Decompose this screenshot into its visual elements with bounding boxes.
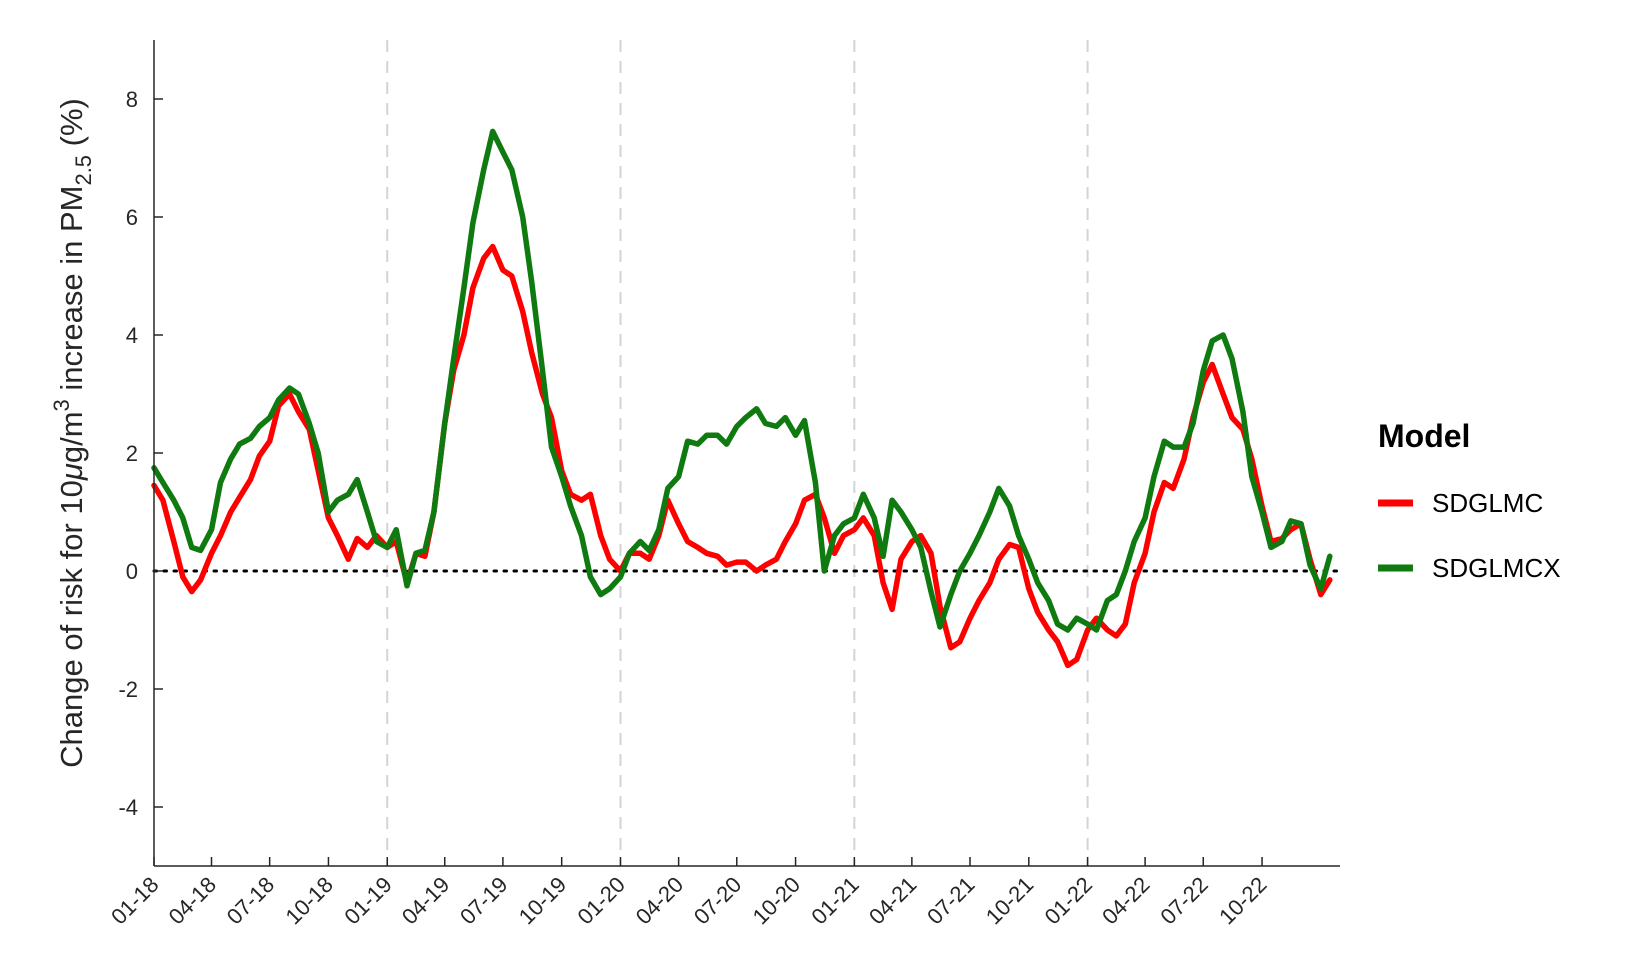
series-line-sdglmc [151, 243, 1333, 669]
y-tick-label: 6 [126, 205, 138, 230]
x-tick-label: 07-20 [689, 872, 746, 929]
x-tick-label: 01-20 [573, 872, 630, 929]
y-tick-label: 8 [126, 87, 138, 112]
x-tick-label: 01-22 [1040, 872, 1097, 929]
ylabel-mu: μ [54, 463, 89, 481]
ylabel-mid: increase in PM [54, 186, 89, 400]
y-tick-label: -2 [118, 677, 138, 702]
x-tick-label: 07-21 [922, 872, 979, 929]
x-tick-label: 07-18 [222, 872, 279, 929]
x-tick-label: 10-22 [1214, 872, 1271, 929]
x-tick-label: 10-18 [281, 872, 338, 929]
y-tick-label: -4 [118, 795, 138, 820]
x-tick-label: 04-18 [164, 872, 221, 929]
legend-label-sdglmcx: SDGLMCX [1432, 553, 1561, 583]
legend-item-sdglmcx: SDGLMCX [1378, 553, 1561, 583]
y-axis-label: Change of risk for 10μg/m3 increase in P… [49, 98, 96, 768]
x-tick-label: 01-18 [106, 872, 163, 929]
series-line-sdglmcx [151, 128, 1333, 633]
x-tick-label: 01-21 [806, 872, 863, 929]
x-ticks: 01-18 04-18 07-18 10-18 01-19 04-19 07-19 10-19… [106, 857, 1272, 929]
ylabel-unit-superscript: 3 [49, 399, 74, 411]
x-tick-label: 01-19 [339, 872, 396, 929]
y-tick-label: 4 [126, 323, 138, 348]
ylabel-subscript: 2.5 [71, 155, 96, 186]
ylabel-suffix: (%) [54, 98, 89, 155]
legend-title: Model [1378, 418, 1470, 454]
ylabel-prefix: Change of risk for 10 [54, 480, 89, 768]
x-tick-label: 07-22 [1155, 872, 1212, 929]
legend-item-sdglmc: SDGLMC [1378, 488, 1543, 518]
x-tick-label: 04-22 [1097, 872, 1154, 929]
legend: Model SDGLMC SDGLMCX [1378, 418, 1561, 583]
year-divider-lines [386, 40, 1089, 866]
x-tick-label: 10-20 [748, 872, 805, 929]
ylabel-unit: g/m [54, 411, 89, 463]
legend-label-sdglmc: SDGLMC [1432, 488, 1543, 518]
series-layer [151, 128, 1333, 669]
y-ticks: -4 -2 0 2 4 6 8 [118, 87, 163, 820]
x-tick-label: 10-19 [514, 872, 571, 929]
y-tick-label: 0 [126, 559, 138, 584]
y-tick-label: 2 [126, 441, 138, 466]
x-tick-label: 07-19 [455, 872, 512, 929]
x-tick-label: 10-21 [981, 872, 1038, 929]
x-tick-label: 04-21 [864, 872, 921, 929]
x-tick-label: 04-20 [631, 872, 688, 929]
x-tick-label: 04-19 [397, 872, 454, 929]
